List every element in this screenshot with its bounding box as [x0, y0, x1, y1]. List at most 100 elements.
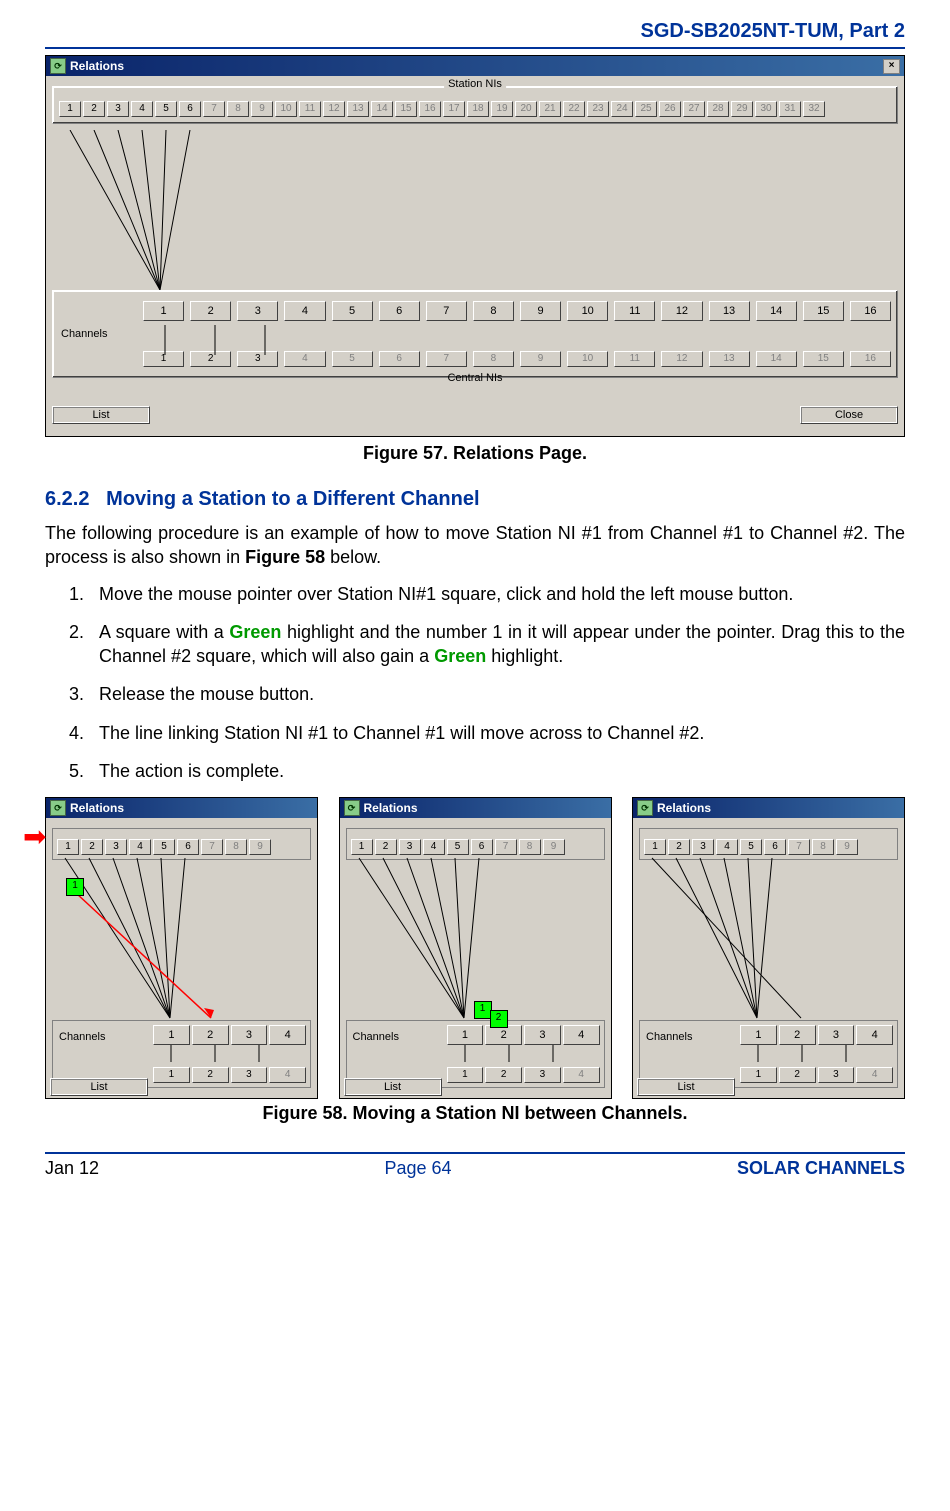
- station-ni-19: 19: [491, 101, 513, 117]
- step-4: The line linking Station NI #1 to Channe…: [89, 721, 905, 745]
- window-title: Relations: [70, 59, 124, 73]
- central-ni-2[interactable]: 2: [779, 1067, 816, 1083]
- central-ni-3[interactable]: 3: [231, 1067, 268, 1083]
- central-row: 1234: [447, 1067, 600, 1083]
- doc-header: SGD-SB2025NT-TUM, Part 2: [45, 20, 905, 43]
- station-ni-22: 22: [563, 101, 585, 117]
- relations-window: ⟳ Relations × Station NIs 12345678910111…: [45, 55, 905, 437]
- channel-1[interactable]: 1: [740, 1025, 777, 1045]
- station-ni-4[interactable]: 4: [131, 101, 153, 117]
- station-ni-16: 16: [419, 101, 441, 117]
- station-ni-3[interactable]: 3: [107, 101, 129, 117]
- list-button[interactable]: List: [637, 1078, 735, 1096]
- central-ni-1[interactable]: 1: [153, 1067, 190, 1083]
- station-ni-1[interactable]: 1: [59, 101, 81, 117]
- station-ni-8: 8: [227, 101, 249, 117]
- step-5: The action is complete.: [89, 759, 905, 783]
- station-channel-lines: [52, 130, 882, 290]
- channel-4[interactable]: 4: [284, 301, 325, 321]
- station-ni-25: 25: [635, 101, 657, 117]
- station-ni-30: 30: [755, 101, 777, 117]
- drag-highlight[interactable]: 1: [66, 878, 84, 896]
- channel-10[interactable]: 10: [567, 301, 608, 321]
- channels-row: 1234: [447, 1025, 600, 1045]
- channels-row: 12345678910111213141516: [143, 301, 891, 321]
- page-footer: Jan 12 Page 64 SOLAR CHANNELS: [45, 1152, 905, 1179]
- channel-4[interactable]: 4: [563, 1025, 600, 1045]
- central-ni-3[interactable]: 3: [524, 1067, 561, 1083]
- channel-2[interactable]: 2: [192, 1025, 229, 1045]
- channel-5[interactable]: 5: [332, 301, 373, 321]
- station-ni-23: 23: [587, 101, 609, 117]
- channel-3[interactable]: 3: [231, 1025, 268, 1045]
- footer-right: SOLAR CHANNELS: [737, 1158, 905, 1179]
- central-ni-3[interactable]: 3: [818, 1067, 855, 1083]
- channel-1[interactable]: 1: [447, 1025, 484, 1045]
- channels-row: 1234: [740, 1025, 893, 1045]
- channels-label: Channels: [61, 328, 107, 340]
- step-2: A square with a Green highlight and the …: [89, 620, 905, 669]
- station-ni-21: 21: [539, 101, 561, 117]
- figure58-panels: ➡ ⟳Relations 123456789 1: [45, 797, 905, 1097]
- channel-16[interactable]: 16: [850, 301, 891, 321]
- station-ni-18: 18: [467, 101, 489, 117]
- panel-a: ➡ ⟳Relations 123456789 1: [45, 797, 318, 1097]
- channel-4[interactable]: 4: [856, 1025, 893, 1045]
- titlebar: ⟳ Relations ×: [46, 56, 904, 76]
- station-ni-9: 9: [251, 101, 273, 117]
- station-ni-7: 7: [203, 101, 225, 117]
- station-ni-28: 28: [707, 101, 729, 117]
- list-button[interactable]: List: [52, 406, 150, 424]
- channel-14[interactable]: 14: [756, 301, 797, 321]
- channel-13[interactable]: 13: [709, 301, 750, 321]
- channel-12[interactable]: 12: [661, 301, 702, 321]
- close-button[interactable]: Close: [800, 406, 898, 424]
- channel-3[interactable]: 3: [237, 301, 278, 321]
- red-arrow-icon: ➡: [23, 823, 46, 851]
- channel-3[interactable]: 3: [818, 1025, 855, 1045]
- station-ni-29: 29: [731, 101, 753, 117]
- channel-11[interactable]: 11: [614, 301, 655, 321]
- station-ni-24: 24: [611, 101, 633, 117]
- central-ni-2[interactable]: 2: [485, 1067, 522, 1083]
- channel-4[interactable]: 4: [269, 1025, 306, 1045]
- channel-3[interactable]: 3: [524, 1025, 561, 1045]
- list-button[interactable]: List: [50, 1078, 148, 1096]
- station-ni-14: 14: [371, 101, 393, 117]
- list-button[interactable]: List: [344, 1078, 442, 1096]
- channel-7[interactable]: 7: [426, 301, 467, 321]
- close-icon[interactable]: ×: [883, 59, 900, 74]
- central-ni-2[interactable]: 2: [192, 1067, 229, 1083]
- station-ni-6[interactable]: 6: [179, 101, 201, 117]
- channel-1[interactable]: 1: [153, 1025, 190, 1045]
- channels-row: 1234: [153, 1025, 306, 1045]
- channel-2[interactable]: 2: [779, 1025, 816, 1045]
- step-3: Release the mouse button.: [89, 682, 905, 706]
- footer-page: Page 64: [384, 1158, 451, 1179]
- station-group: Station NIs 1234567891011121314151617181…: [52, 86, 898, 124]
- central-ni-1[interactable]: 1: [740, 1067, 777, 1083]
- station-row: 1234567891011121314151617181920212223242…: [59, 101, 891, 117]
- channel-6[interactable]: 6: [379, 301, 420, 321]
- station-ni-17: 17: [443, 101, 465, 117]
- channel-1[interactable]: 1: [143, 301, 184, 321]
- relations-icon: ⟳: [344, 800, 360, 816]
- channel-2[interactable]: 2: [485, 1025, 522, 1045]
- panel-c: ⟳Relations 123456789: [632, 797, 905, 1097]
- central-ni-4: 4: [269, 1067, 306, 1083]
- station-ni-10: 10: [275, 101, 297, 117]
- central-ni-1[interactable]: 1: [447, 1067, 484, 1083]
- figure58-caption: Figure 58. Moving a Station NI between C…: [45, 1103, 905, 1124]
- station-ni-31: 31: [779, 101, 801, 117]
- channel-8[interactable]: 8: [473, 301, 514, 321]
- channel-2[interactable]: 2: [190, 301, 231, 321]
- central-row: 1234: [153, 1067, 306, 1083]
- section-heading: 6.2.2 Moving a Station to a Different Ch…: [45, 488, 905, 511]
- drag-highlight-2[interactable]: 2: [490, 1010, 508, 1028]
- central-row: 1234: [740, 1067, 893, 1083]
- figure57-caption: Figure 57. Relations Page.: [45, 443, 905, 464]
- channel-15[interactable]: 15: [803, 301, 844, 321]
- station-ni-5[interactable]: 5: [155, 101, 177, 117]
- station-ni-2[interactable]: 2: [83, 101, 105, 117]
- channel-9[interactable]: 9: [520, 301, 561, 321]
